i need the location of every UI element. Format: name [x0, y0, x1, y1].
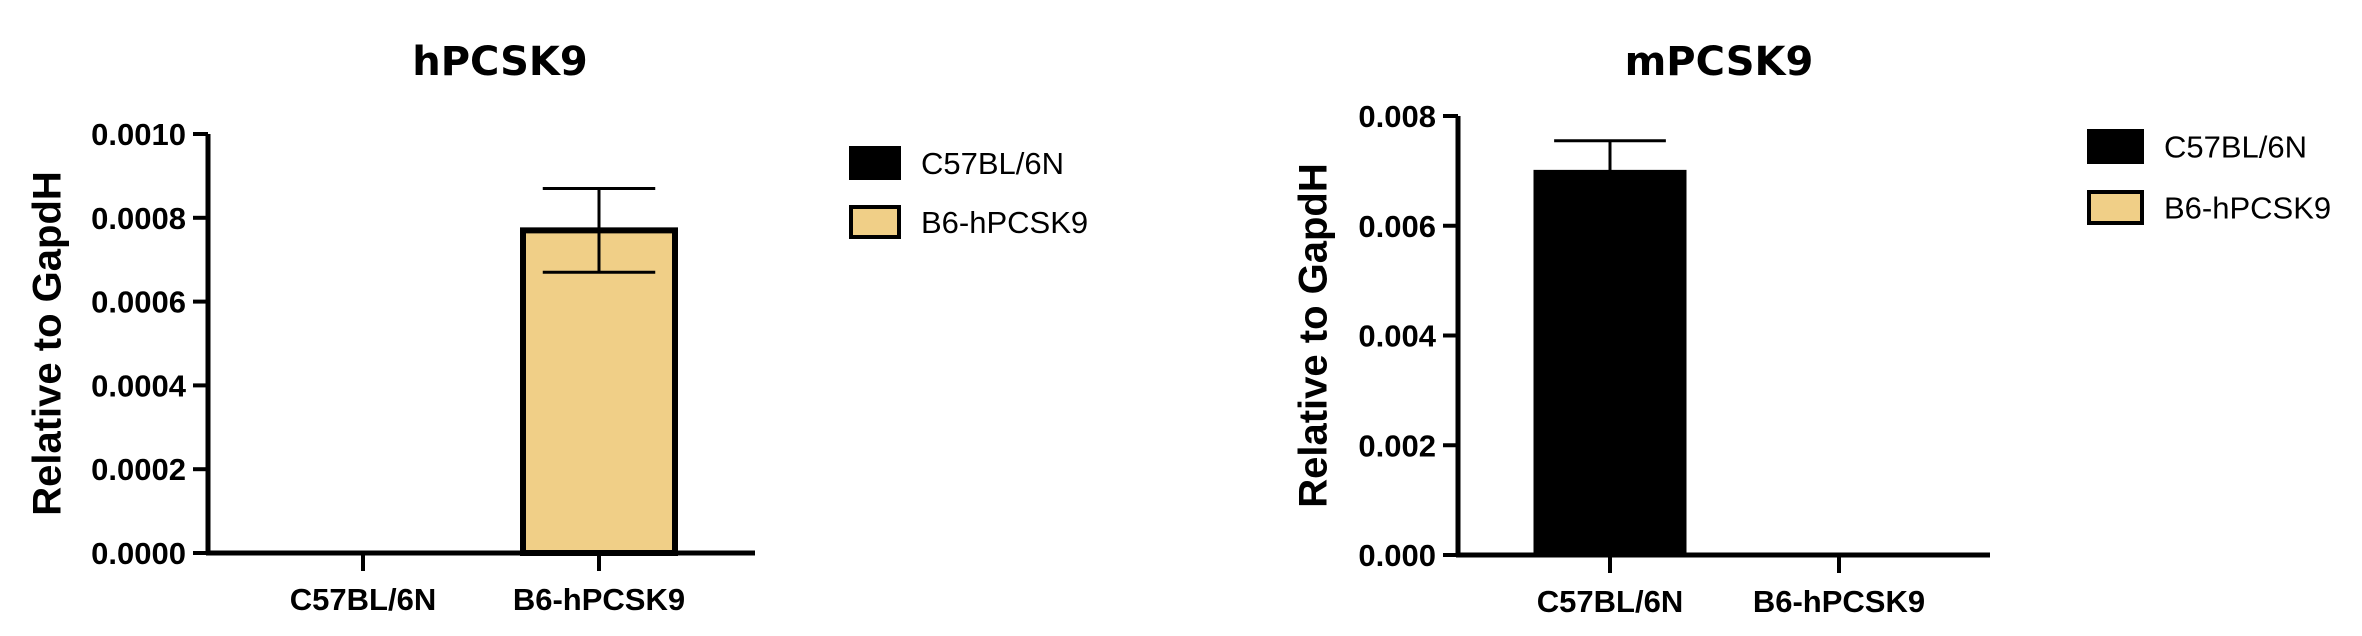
- legend-label: B6-hPCSK9: [2164, 191, 2331, 226]
- x-tick-label: C57BL/6N: [290, 582, 436, 617]
- error-bar-B6-hPCSK9: [542, 186, 656, 274]
- bar-C57BL/6N: [1533, 169, 1687, 556]
- error-bar-C57BL/6N: [1554, 139, 1666, 171]
- y-tick-label: 0.006: [1358, 209, 1436, 244]
- legend-swatch: [2087, 129, 2144, 164]
- chart-mPCSK9: mPCSK9 Relative to GapdH C57BL/6N B6-hPCSK9…: [1292, 39, 2332, 619]
- y-tick-label: 0.0004: [91, 368, 187, 403]
- y-tick-label: 0.0006: [91, 285, 186, 320]
- bar-B6-hPCSK9: [520, 227, 678, 556]
- chart-title: hPCSK9: [412, 39, 588, 85]
- y-tick-label: 0.002: [1358, 428, 1436, 463]
- y-axis-label: Relative to GapdH: [26, 171, 70, 516]
- y-tick-label: 0.008: [1358, 99, 1436, 134]
- y-tick-label: 0.0000: [91, 536, 186, 571]
- y-tick-label: 0.0010: [91, 117, 186, 152]
- legend-label: B6-hPCSK9: [921, 205, 1088, 240]
- x-tick-label: B6-hPCSK9: [513, 582, 685, 617]
- legend-swatch: [2087, 190, 2144, 225]
- chart-hPCSK9: hPCSK9 Relative to GapdH C57BL/6N B6-hPCSK9…: [26, 39, 1089, 617]
- legend-label: C57BL/6N: [2164, 130, 2307, 165]
- x-tick-label: C57BL/6N: [1537, 584, 1683, 619]
- x-tick-label: B6-hPCSK9: [1753, 584, 1925, 619]
- y-axis-label: Relative to GapdH: [1292, 163, 1336, 508]
- legend-label: C57BL/6N: [921, 146, 1064, 181]
- y-tick-label: 0.0008: [91, 201, 186, 236]
- legend-swatch: [849, 205, 901, 239]
- y-tick-label: 0.000: [1358, 538, 1436, 573]
- y-tick-label: 0.004: [1358, 319, 1436, 354]
- chart-title: mPCSK9: [1625, 39, 1814, 85]
- y-tick-label: 0.0002: [91, 452, 186, 487]
- legend-swatch: [849, 146, 901, 180]
